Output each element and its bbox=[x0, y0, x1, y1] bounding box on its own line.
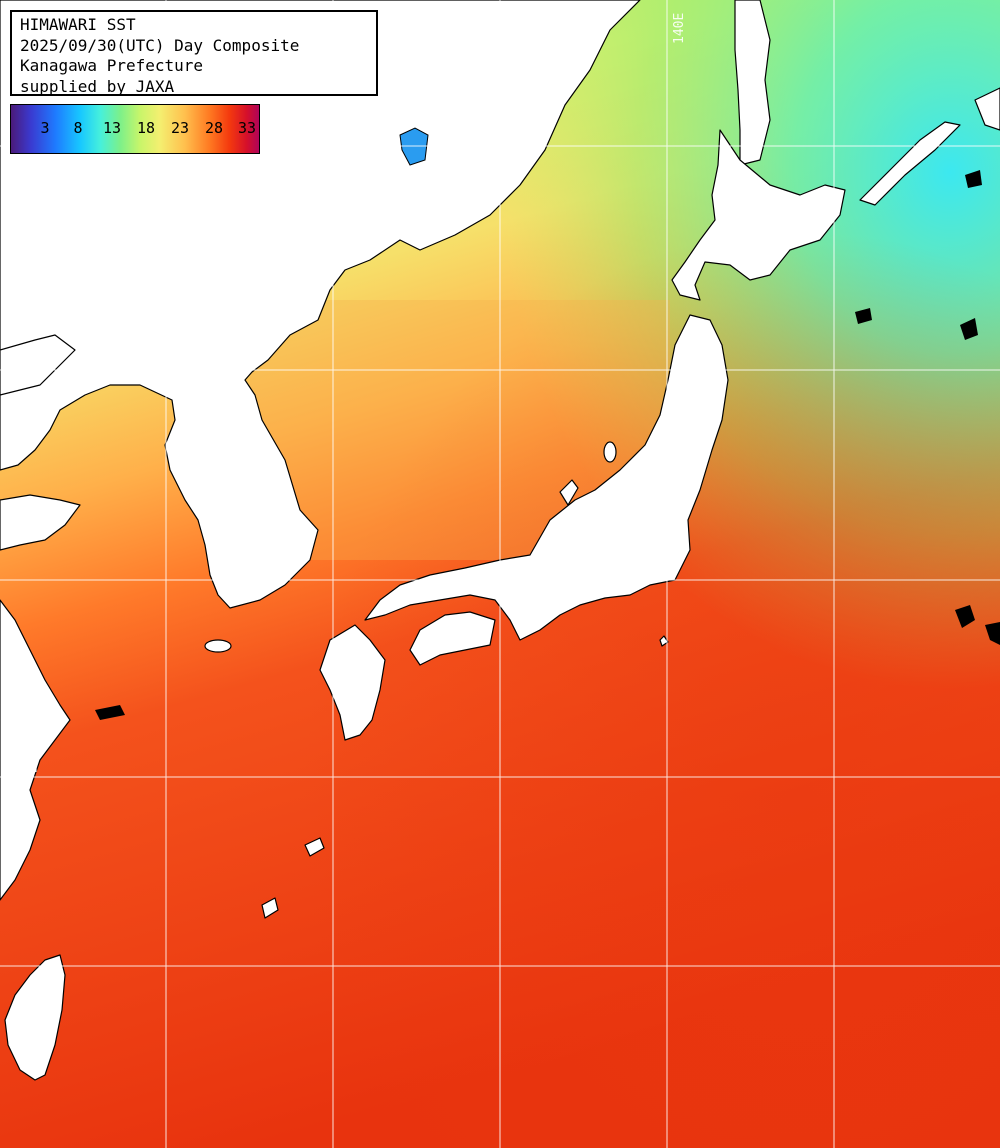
land-sakhalin bbox=[734, 0, 771, 166]
legend-ticks: 3 8 13 18 23 28 33 bbox=[11, 119, 259, 139]
missing-data-specks bbox=[95, 170, 1000, 720]
land-honshu bbox=[364, 314, 729, 641]
land-taiwan bbox=[4, 954, 66, 1081]
legend-tick: 23 bbox=[170, 119, 190, 137]
land-izu-1 bbox=[659, 635, 669, 647]
map-title: HIMAWARI SST bbox=[20, 15, 136, 34]
land-kamchatka-tip bbox=[974, 87, 1000, 131]
legend-tick: 8 bbox=[73, 119, 83, 137]
lat-label-40n: 40N bbox=[14, 355, 37, 370]
legend-tick: 28 bbox=[204, 119, 224, 137]
land-noto bbox=[559, 479, 579, 506]
map-date: 2025/09/30(UTC) Day Composite bbox=[20, 35, 300, 55]
land-jeju bbox=[204, 639, 232, 653]
map-info-box: HIMAWARI SST 2025/09/30(UTC) Day Composi… bbox=[10, 10, 378, 96]
land-kyushu bbox=[319, 624, 386, 741]
map-region: Kanagawa Prefecture bbox=[20, 56, 204, 75]
land-china-coast bbox=[0, 494, 81, 551]
lat-label-30n: 30N bbox=[14, 761, 37, 776]
legend-tick: 18 bbox=[136, 119, 156, 137]
land-shikoku bbox=[409, 611, 496, 666]
land-ryukyu-2 bbox=[261, 897, 279, 919]
legend-tick: 13 bbox=[102, 119, 122, 137]
legend-tick: 33 bbox=[237, 119, 257, 137]
temperature-legend: 3 8 13 18 23 28 33 bbox=[10, 104, 260, 154]
land-hokkaido bbox=[671, 129, 846, 301]
land-china-east bbox=[0, 599, 71, 901]
land-kuril bbox=[859, 121, 961, 206]
land-sado bbox=[603, 441, 617, 463]
legend-tick: 3 bbox=[40, 119, 50, 137]
lon-label-140e: 140E bbox=[672, 13, 687, 44]
map-source: supplied by JAXA bbox=[20, 76, 175, 96]
land-ryukyu-1 bbox=[304, 837, 325, 857]
